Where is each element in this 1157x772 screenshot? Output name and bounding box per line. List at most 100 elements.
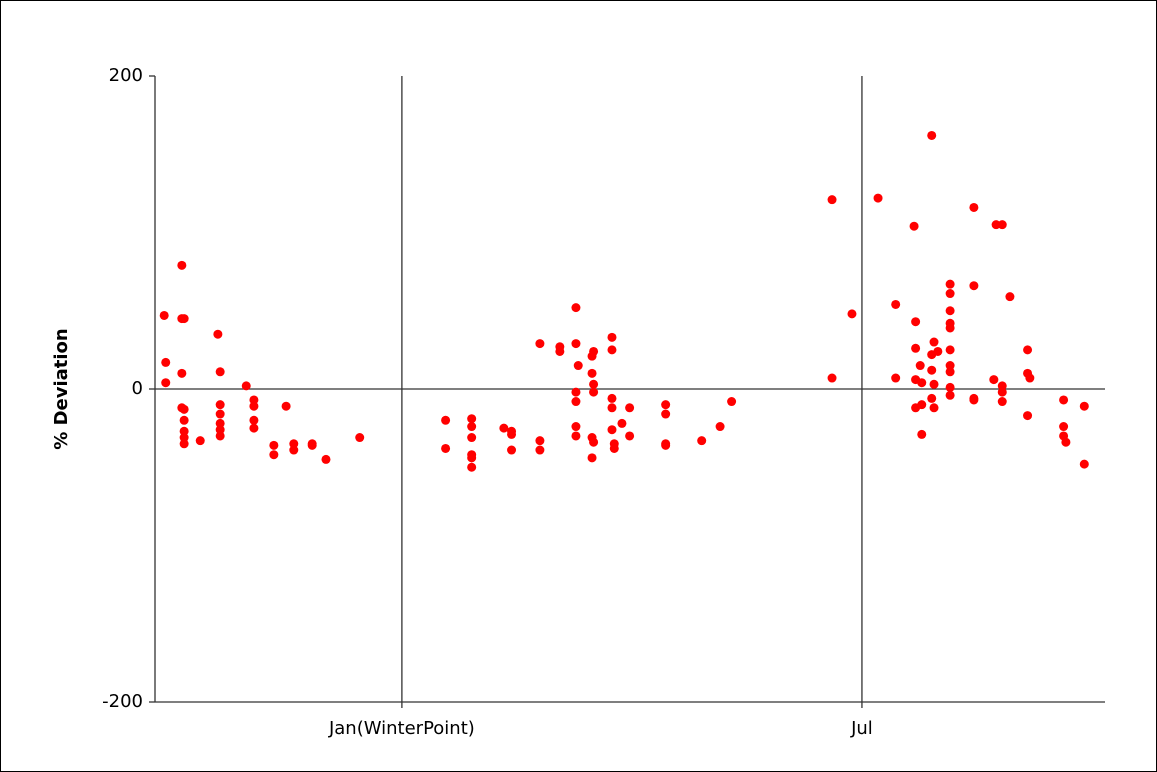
point bbox=[249, 415, 259, 425]
point bbox=[847, 309, 857, 319]
point bbox=[929, 379, 939, 389]
point bbox=[467, 422, 477, 432]
point bbox=[945, 289, 955, 299]
point bbox=[249, 423, 259, 433]
point bbox=[927, 393, 937, 403]
point bbox=[467, 433, 477, 443]
point bbox=[969, 202, 979, 212]
point bbox=[915, 361, 925, 371]
point bbox=[249, 401, 259, 411]
point bbox=[927, 365, 937, 375]
point bbox=[289, 445, 299, 455]
point bbox=[917, 378, 927, 388]
point bbox=[589, 387, 599, 397]
y-axis-label: % Deviation bbox=[51, 328, 72, 449]
point bbox=[661, 440, 671, 450]
point bbox=[241, 381, 251, 391]
point bbox=[697, 436, 707, 446]
point bbox=[945, 323, 955, 333]
point bbox=[571, 339, 581, 349]
point bbox=[589, 379, 599, 389]
point bbox=[215, 425, 225, 435]
point bbox=[571, 303, 581, 313]
point bbox=[571, 397, 581, 407]
point bbox=[467, 414, 477, 424]
point bbox=[945, 361, 955, 371]
point bbox=[969, 281, 979, 291]
point bbox=[969, 395, 979, 405]
point bbox=[1059, 422, 1069, 432]
point bbox=[617, 418, 627, 428]
y-tick-label: 0 bbox=[132, 378, 143, 399]
point bbox=[179, 426, 189, 436]
point bbox=[1025, 373, 1035, 383]
point bbox=[997, 381, 1007, 391]
point bbox=[1059, 395, 1069, 405]
point bbox=[933, 346, 943, 356]
point bbox=[1079, 459, 1089, 469]
point bbox=[179, 415, 189, 425]
point bbox=[213, 329, 223, 339]
point bbox=[177, 368, 187, 378]
point bbox=[535, 436, 545, 446]
point bbox=[827, 195, 837, 205]
point bbox=[625, 403, 635, 413]
point bbox=[179, 439, 189, 449]
point bbox=[589, 437, 599, 447]
point bbox=[269, 450, 279, 460]
point bbox=[159, 310, 169, 320]
point bbox=[535, 445, 545, 455]
point bbox=[587, 453, 597, 463]
point bbox=[269, 440, 279, 450]
point bbox=[607, 332, 617, 342]
point bbox=[571, 422, 581, 432]
point bbox=[945, 367, 955, 377]
point bbox=[161, 357, 171, 367]
point bbox=[571, 431, 581, 441]
point bbox=[945, 345, 955, 355]
point bbox=[179, 433, 189, 443]
point bbox=[1023, 345, 1033, 355]
point bbox=[625, 431, 635, 441]
point bbox=[929, 403, 939, 413]
point bbox=[891, 373, 901, 383]
point bbox=[607, 345, 617, 355]
point bbox=[997, 220, 1007, 230]
x-tick-label: Jan(WinterPoint) bbox=[328, 718, 475, 739]
point bbox=[179, 314, 189, 324]
point bbox=[177, 260, 187, 270]
point bbox=[1005, 292, 1015, 302]
point bbox=[215, 367, 225, 377]
point bbox=[507, 445, 517, 455]
point bbox=[507, 429, 517, 439]
point bbox=[911, 317, 921, 327]
point bbox=[307, 440, 317, 450]
point bbox=[441, 415, 451, 425]
point bbox=[607, 393, 617, 403]
point bbox=[587, 368, 597, 378]
point bbox=[161, 378, 171, 388]
point bbox=[929, 337, 939, 347]
point bbox=[215, 431, 225, 441]
point bbox=[909, 221, 919, 231]
point bbox=[249, 395, 259, 405]
point bbox=[499, 423, 509, 433]
point bbox=[715, 422, 725, 432]
point bbox=[289, 439, 299, 449]
point bbox=[179, 404, 189, 414]
point bbox=[607, 425, 617, 435]
y-tick-label: 200 bbox=[109, 65, 143, 86]
point bbox=[911, 343, 921, 353]
x-tick-label: Jul bbox=[850, 718, 873, 739]
point bbox=[589, 346, 599, 356]
point bbox=[917, 429, 927, 439]
point bbox=[989, 375, 999, 385]
point bbox=[917, 400, 927, 410]
point bbox=[281, 401, 291, 411]
point bbox=[945, 306, 955, 316]
point bbox=[997, 397, 1007, 407]
point bbox=[945, 390, 955, 400]
point bbox=[571, 387, 581, 397]
point bbox=[355, 433, 365, 443]
point bbox=[467, 453, 477, 463]
